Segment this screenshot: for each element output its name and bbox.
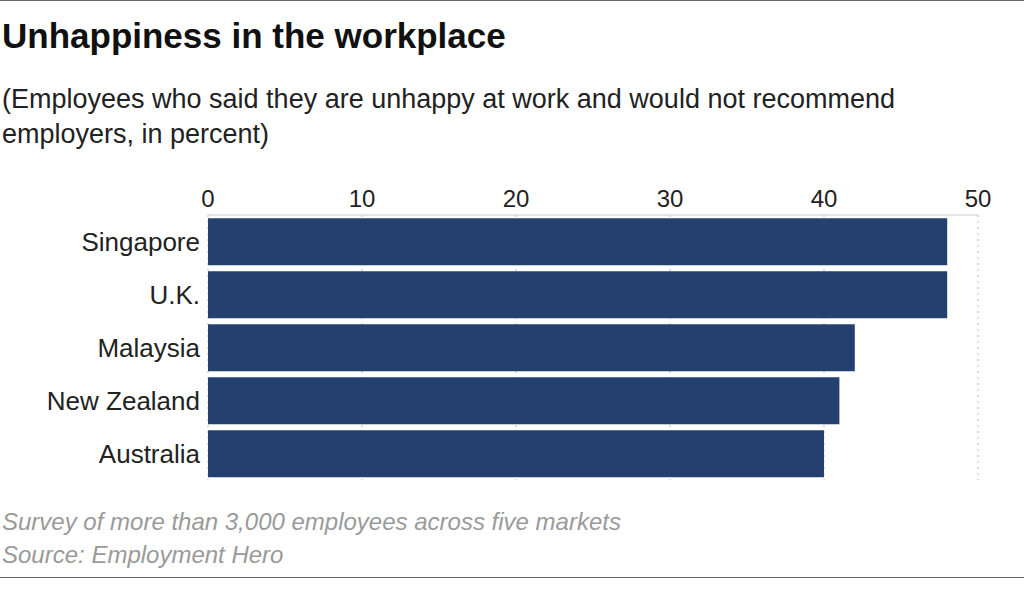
html-text:Survey of more than 3,000 empl: Survey of more than 3,000 employees acro… bbox=[2, 508, 621, 535]
svg-text:U.K.: U.K. bbox=[149, 280, 200, 310]
html-text:(Employees who said they are u: (Employees who said they are unhappy at … bbox=[2, 84, 895, 149]
svg-text:Malaysia: Malaysia bbox=[97, 333, 200, 363]
html-text:Unhappiness in the workplace: Unhappiness in the workplace bbox=[2, 16, 506, 55]
svg-text:0: 0 bbox=[201, 185, 214, 212]
svg-text:Singapore: Singapore bbox=[81, 227, 200, 257]
svg-text:10: 10 bbox=[349, 185, 376, 212]
svg-text:40: 40 bbox=[811, 185, 838, 212]
svg-text:20: 20 bbox=[503, 185, 530, 212]
svg-text:Australia: Australia bbox=[99, 439, 201, 469]
svg-text:50: 50 bbox=[965, 185, 992, 212]
html-text:Source: Employment Hero: Source: Employment Hero bbox=[2, 541, 284, 568]
svg-text:New Zealand: New Zealand bbox=[47, 386, 200, 416]
svg-text:30: 30 bbox=[657, 185, 684, 212]
